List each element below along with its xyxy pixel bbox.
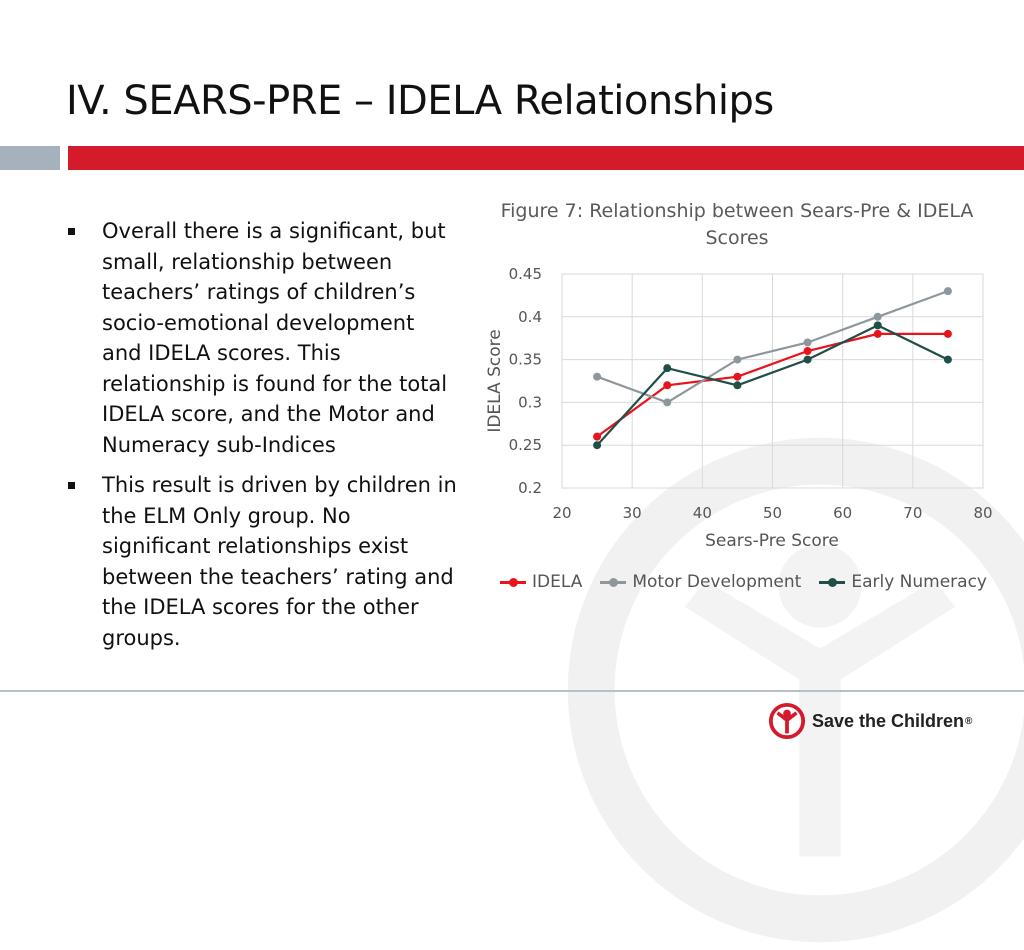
- bullet-text: Overall there is a significant, but smal…: [102, 219, 448, 457]
- x-axis-label: Sears-Pre Score: [705, 531, 839, 551]
- data-point-motor-development: [593, 372, 602, 381]
- data-point-early-numeracy: [593, 441, 602, 450]
- x-tick-label: 70: [903, 504, 922, 522]
- logo-registered-mark: ®: [965, 715, 973, 727]
- data-point-early-numeracy: [733, 381, 742, 390]
- data-point-idela: [663, 381, 672, 390]
- legend-label: Early Numeracy: [851, 572, 987, 592]
- legend-marker-icon: [609, 577, 619, 587]
- header-accent-red: [68, 146, 1024, 170]
- bullet-item: Overall there is a significant, but smal…: [66, 216, 458, 460]
- page-title: IV. SEARS-PRE – IDELA Relationships: [66, 78, 774, 124]
- footer-divider: [0, 690, 1024, 692]
- legend-label: Motor Development: [632, 572, 802, 592]
- y-axis-label: IDELA Score: [485, 329, 505, 432]
- bullet-item: This result is driven by children in the…: [66, 470, 458, 653]
- logo-text: Save the Children: [812, 710, 965, 731]
- square-bullet-icon: [68, 228, 75, 235]
- y-tick-label: 0.45: [509, 265, 542, 283]
- series-line-idela: [596, 332, 948, 438]
- save-the-children-logo: Save the Children ®: [768, 702, 972, 740]
- legend-swatch-icon: [500, 577, 526, 587]
- legend-label: IDELA: [532, 572, 583, 592]
- x-tick-label: 80: [973, 504, 992, 522]
- legend-item: Motor Development: [600, 572, 801, 592]
- data-point-motor-development: [943, 287, 952, 296]
- data-point-motor-development: [663, 398, 672, 407]
- legend-marker-icon: [509, 577, 518, 587]
- data-point-idela: [803, 347, 812, 356]
- data-point-idela: [733, 372, 742, 381]
- data-point-idela: [873, 329, 882, 338]
- data-point-early-numeracy: [873, 321, 882, 330]
- header-accent-grey: [0, 146, 60, 170]
- series-line-early-numeracy: [596, 324, 949, 446]
- x-tick-label: 30: [623, 504, 642, 522]
- legend-swatch-icon: [600, 577, 627, 587]
- chart-title: Figure 7: Relationship between Sears-Pre…: [500, 200, 974, 249]
- data-point-idela: [943, 329, 952, 338]
- data-point-motor-development: [873, 312, 882, 321]
- x-tick-label: 40: [693, 504, 712, 522]
- legend-marker-icon: [828, 577, 838, 587]
- data-point-early-numeracy: [663, 364, 672, 373]
- y-tick-label: 0.4: [518, 308, 542, 326]
- child-emblem-icon: [768, 702, 806, 740]
- y-tick-label: 0.25: [509, 436, 542, 454]
- legend-swatch-icon: [819, 577, 846, 587]
- chart-legend: IDELA Motor Development Early Numeracy: [500, 572, 987, 592]
- data-point-early-numeracy: [803, 355, 812, 364]
- series-line-motor-development: [596, 290, 949, 404]
- line-chart: 0.2 0.25 0.3 0.35 0.4 0.45 20 30 40 50 60 70 80 IDE…: [485, 265, 993, 551]
- y-tick-label: 0.3: [518, 393, 542, 411]
- legend-item: Early Numeracy: [819, 572, 987, 592]
- x-tick-label: 20: [552, 504, 571, 522]
- bullet-text: This result is driven by children in the…: [102, 473, 457, 650]
- y-tick-label: 0.35: [509, 351, 542, 369]
- data-point-early-numeracy: [943, 355, 952, 364]
- bullet-list: Overall there is a significant, but smal…: [66, 216, 458, 663]
- x-tick-label: 50: [763, 504, 782, 522]
- data-point-idela: [593, 432, 602, 441]
- square-bullet-icon: [68, 482, 75, 489]
- x-tick-label: 60: [833, 504, 852, 522]
- data-point-motor-development: [733, 355, 742, 364]
- y-tick-label: 0.2: [518, 479, 542, 497]
- legend-item: IDELA: [500, 572, 582, 592]
- data-point-motor-development: [803, 338, 812, 347]
